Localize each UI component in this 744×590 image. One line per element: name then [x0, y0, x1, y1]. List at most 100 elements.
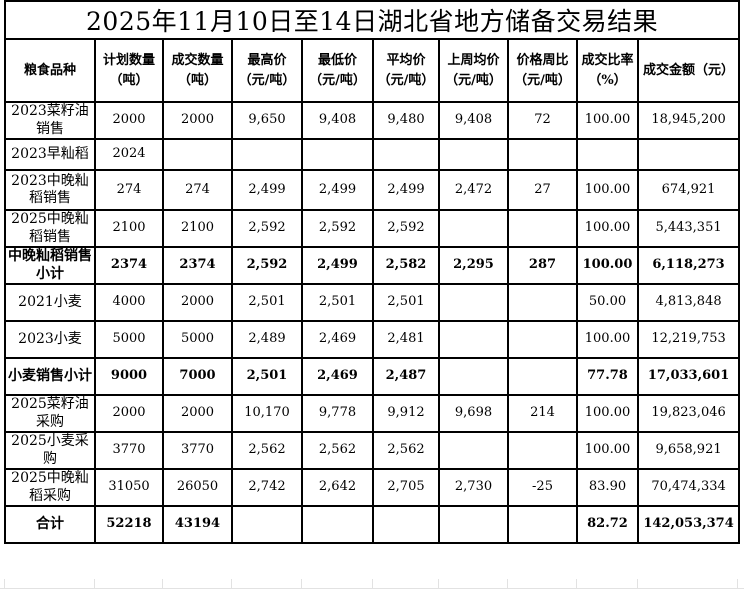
value-cell [507, 505, 578, 544]
value-cell: 9,778 [301, 394, 374, 433]
value-cell: 2,642 [301, 468, 374, 507]
page-title: 2025年11月10日至14日湖北省地方储备交易结果 [3, 0, 741, 40]
value-cell: 2,499 [301, 169, 374, 211]
grain-variety-cell: 2023早籼稻 [4, 138, 96, 171]
value-cell: 6,118,273 [636, 246, 741, 285]
value-cell: 4000 [94, 283, 164, 322]
value-cell: 2,472 [438, 169, 509, 211]
value-cell: 2,562 [372, 431, 440, 470]
value-cell [507, 209, 578, 248]
value-cell: 100.00 [576, 209, 639, 248]
value-cell: 5,443,351 [636, 209, 741, 248]
value-cell: 100.00 [576, 169, 639, 211]
value-cell: 2,592 [301, 209, 374, 248]
value-cell [372, 138, 440, 171]
value-cell [438, 357, 509, 396]
value-cell: 214 [507, 394, 578, 433]
value-cell [438, 431, 509, 470]
value-cell: 2374 [162, 246, 233, 285]
value-cell: 9,912 [372, 394, 440, 433]
faint-grid-col [301, 579, 372, 588]
column-header: 价格周比 （元/吨） [507, 38, 578, 103]
grain-variety-cell: 2025菜籽油采购 [4, 394, 96, 433]
table-row: 2025中晚籼稻采购 31050 26050 2,742 2,642 2,705 2,730… [4, 468, 741, 507]
value-cell [301, 505, 374, 544]
faint-grid-hline [0, 588, 744, 589]
value-cell [507, 357, 578, 396]
value-cell: 82.72 [576, 505, 639, 544]
value-cell: 43194 [162, 505, 233, 544]
value-cell: 5000 [94, 320, 164, 359]
value-cell: 142,053,374 [636, 505, 741, 544]
table-row: 2023菜籽油销售 2000 2000 9,650 9,408 9,480 9,408 72 1… [4, 101, 741, 140]
title-row: 2025年11月10日至14日湖北省地方储备交易结果 [3, 0, 741, 40]
value-cell [507, 320, 578, 359]
value-cell: 100.00 [576, 246, 639, 285]
value-cell: 27 [507, 169, 578, 211]
value-cell: 83.90 [576, 468, 639, 507]
grain-variety-cell: 合计 [4, 505, 96, 544]
value-cell [372, 505, 440, 544]
faint-grid-col [162, 579, 231, 588]
table-row: 2025菜籽油采购 2000 2000 10,170 9,778 9,912 9,698 21… [4, 394, 741, 433]
table-row: 2021小麦 4000 2000 2,501 2,501 2,501 50.00 4,813,… [4, 283, 741, 322]
trade-results-table: 2025年11月10日至14日湖北省地方储备交易结果 粮食品种 计划数量 （吨）成… [3, 0, 741, 544]
table-row: 2023中晚籼稻销售 274 274 2,499 2,499 2,499 2,472 27 10… [4, 169, 741, 211]
value-cell [438, 505, 509, 544]
faint-grid-col [372, 579, 438, 588]
grain-variety-cell: 2023菜籽油销售 [4, 101, 96, 140]
column-header: 最低价 （元/吨） [301, 38, 374, 103]
value-cell: 9,698 [438, 394, 509, 433]
value-cell: 2,705 [372, 468, 440, 507]
value-cell: 274 [162, 169, 233, 211]
value-cell: 2,499 [301, 246, 374, 285]
table-row: 2025小麦采购 3770 3770 2,562 2,562 2,562 100.00 9,6… [4, 431, 741, 470]
value-cell: 2,562 [301, 431, 374, 470]
column-header: 最高价 （元/吨） [231, 38, 303, 103]
value-cell: 9,480 [372, 101, 440, 140]
value-cell: 2,501 [301, 283, 374, 322]
grain-variety-cell: 2025中晚籼稻采购 [4, 468, 96, 507]
value-cell: 26050 [162, 468, 233, 507]
value-cell [438, 138, 509, 171]
value-cell: -25 [507, 468, 578, 507]
value-cell: 2,487 [372, 357, 440, 396]
table-row: 小麦销售小计 9000 7000 2,501 2,469 2,487 77.78 17,033… [4, 357, 741, 396]
grain-variety-cell: 2021小麦 [4, 283, 96, 322]
value-cell: 2,501 [372, 283, 440, 322]
column-header: 成交比率 （%） [576, 38, 639, 103]
value-cell: 9000 [94, 357, 164, 396]
value-cell: 9,408 [438, 101, 509, 140]
column-header: 平均价 （元/吨） [372, 38, 440, 103]
value-cell [438, 320, 509, 359]
faint-grid-col [231, 579, 301, 588]
table-header-row: 粮食品种 计划数量 （吨） 成交数量 （吨） 最高价 （元/吨） 最低价 （元/吨） 平均… [4, 38, 741, 103]
grain-variety-cell: 2025中晚籼稻销售 [4, 209, 96, 248]
faint-grid-col [507, 579, 576, 588]
value-cell: 100.00 [576, 320, 639, 359]
value-cell [507, 138, 578, 171]
value-cell: 10,170 [231, 394, 303, 433]
value-cell [507, 283, 578, 322]
value-cell: 7000 [162, 357, 233, 396]
table-row: 2023小麦 5000 5000 2,489 2,469 2,481 100.00 12,21… [4, 320, 741, 359]
value-cell: 2,499 [231, 169, 303, 211]
value-cell [636, 138, 741, 171]
value-cell: 72 [507, 101, 578, 140]
value-cell: 2100 [94, 209, 164, 248]
value-cell: 2,592 [231, 209, 303, 248]
value-cell [301, 138, 374, 171]
excel-faint-gridlines [4, 579, 738, 588]
table-row: 2025中晚籼稻销售 2100 2100 2,592 2,592 2,592 100.00 5… [4, 209, 741, 248]
value-cell: 4,813,848 [636, 283, 741, 322]
value-cell: 2,582 [372, 246, 440, 285]
column-header: 上周均价 （元/吨） [438, 38, 509, 103]
value-cell: 9,408 [301, 101, 374, 140]
value-cell [438, 283, 509, 322]
value-cell: 18,945,200 [636, 101, 741, 140]
value-cell: 12,219,753 [636, 320, 741, 359]
value-cell: 19,823,046 [636, 394, 741, 433]
value-cell: 287 [507, 246, 578, 285]
column-header: 成交金额（元） [636, 38, 741, 103]
